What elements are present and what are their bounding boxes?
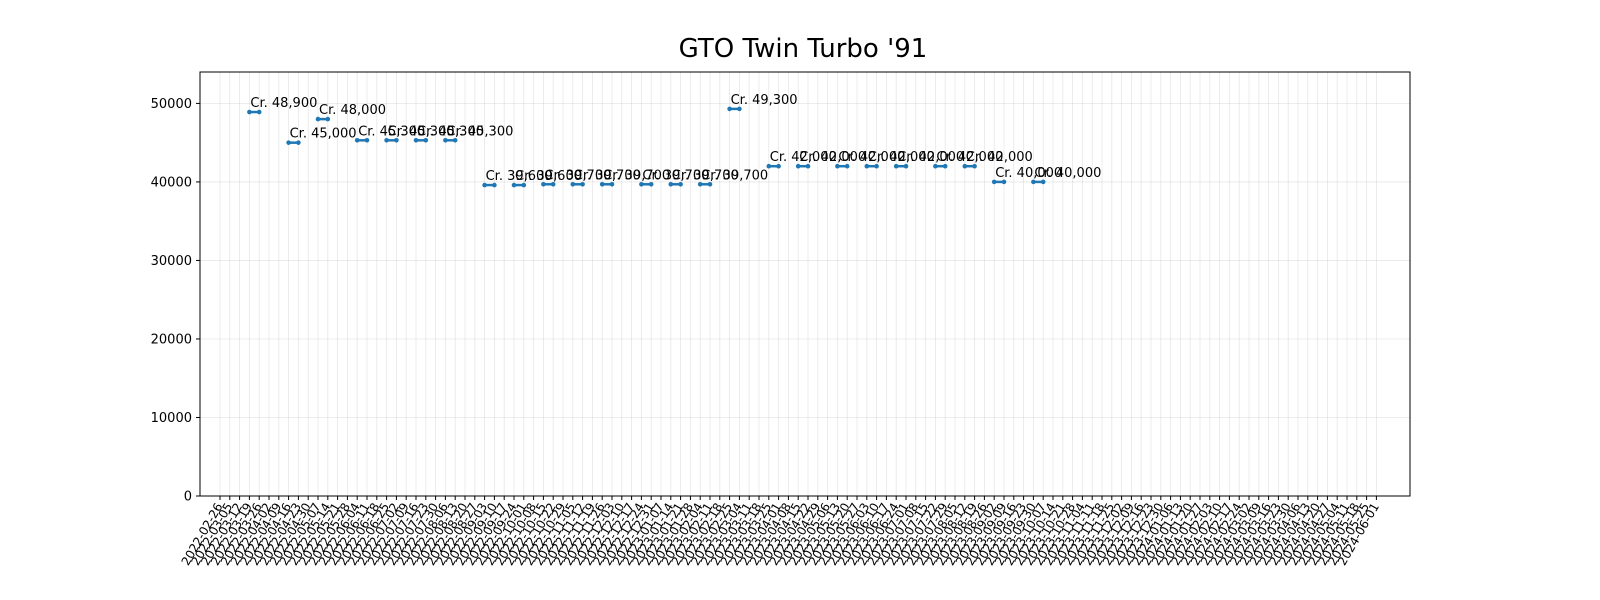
data-point xyxy=(296,140,301,145)
data-point xyxy=(492,182,497,188)
data-point xyxy=(668,181,674,187)
data-point xyxy=(286,140,291,145)
data-label: Cr. 42,000 xyxy=(936,150,1003,165)
data-label: Cr. 39,700 xyxy=(603,168,670,183)
data-label: Cr. 40,000 xyxy=(995,166,1062,181)
data-point xyxy=(639,181,644,187)
data-label: Cr. 39,700 xyxy=(574,168,641,183)
data-point xyxy=(570,181,576,187)
data-point xyxy=(550,181,556,187)
y-tick-label: 0 xyxy=(184,490,192,505)
data-point xyxy=(394,138,399,143)
data-label: Cr. 42,000 xyxy=(868,150,935,165)
data-label: Cr. 39,700 xyxy=(672,168,739,183)
data-point xyxy=(707,181,713,187)
data-point xyxy=(727,106,732,112)
data-point xyxy=(325,116,331,122)
data-point xyxy=(384,138,389,143)
data-point xyxy=(511,182,517,188)
y-tick-label: 40000 xyxy=(151,175,192,190)
data-point xyxy=(805,163,811,169)
data-point xyxy=(766,163,772,169)
data-label: Cr. 39,700 xyxy=(701,168,768,183)
data-label: Cr. 49,300 xyxy=(731,93,798,108)
data-label: Cr. 39,700 xyxy=(642,168,709,183)
data-point xyxy=(991,179,997,185)
data-point xyxy=(903,163,909,169)
data-point xyxy=(874,163,879,169)
data-label: Cr. 48,900 xyxy=(250,96,317,111)
data-point xyxy=(678,181,683,187)
data-point xyxy=(1001,179,1007,185)
data-point xyxy=(521,182,527,188)
data-point xyxy=(942,163,948,169)
data-point xyxy=(413,138,419,143)
data-point xyxy=(835,163,840,169)
data-label: Cr. 39,700 xyxy=(544,168,611,183)
data-point xyxy=(933,163,938,169)
data-label: Cr. 45,300 xyxy=(388,124,455,139)
data-point xyxy=(247,109,252,115)
data-point xyxy=(452,138,458,143)
data-label: Cr. 42,000 xyxy=(770,150,837,165)
data-point xyxy=(256,109,262,115)
data-label: Cr. 39,600 xyxy=(486,169,553,184)
data-point xyxy=(864,163,870,169)
y-tick-label: 10000 xyxy=(151,411,192,426)
plot-frame xyxy=(199,71,1411,497)
data-label: Cr. 45,300 xyxy=(417,124,484,139)
data-point xyxy=(423,138,429,143)
data-label: Cr. 45,300 xyxy=(446,124,513,139)
y-tick-label: 30000 xyxy=(151,254,192,269)
data-point xyxy=(443,138,448,143)
data-point xyxy=(893,163,899,169)
data-point xyxy=(648,181,654,187)
data-point xyxy=(541,181,546,187)
data-label: Cr. 42,000 xyxy=(838,150,905,165)
data-point xyxy=(599,181,605,187)
data-label: Cr. 45,300 xyxy=(358,124,425,139)
data-label: Cr. 42,000 xyxy=(799,150,866,165)
data-point xyxy=(609,181,615,187)
data-point xyxy=(580,181,585,187)
data-point xyxy=(354,138,360,143)
data-point xyxy=(1040,179,1046,185)
data-point xyxy=(697,181,703,187)
data-point xyxy=(795,163,801,169)
data-point xyxy=(364,138,370,143)
data-point xyxy=(737,106,742,112)
data-label: Cr. 39,600 xyxy=(515,169,582,184)
data-point xyxy=(1031,179,1036,185)
data-point xyxy=(482,182,487,188)
data-label: Cr. 40,000 xyxy=(1034,166,1101,181)
data-label: Cr. 45,000 xyxy=(290,127,357,142)
data-point xyxy=(315,116,321,122)
data-point xyxy=(844,163,850,169)
y-tick-label: 20000 xyxy=(151,332,192,347)
data-label: Cr. 42,000 xyxy=(966,150,1033,165)
data-label: Cr. 42,000 xyxy=(897,150,964,165)
data-label: Cr. 48,000 xyxy=(319,103,386,118)
y-tick-label: 50000 xyxy=(151,97,192,112)
data-point xyxy=(962,163,968,169)
data-point xyxy=(972,163,977,169)
chart-title: GTO Twin Turbo '91 xyxy=(678,34,928,64)
data-point xyxy=(776,163,781,169)
